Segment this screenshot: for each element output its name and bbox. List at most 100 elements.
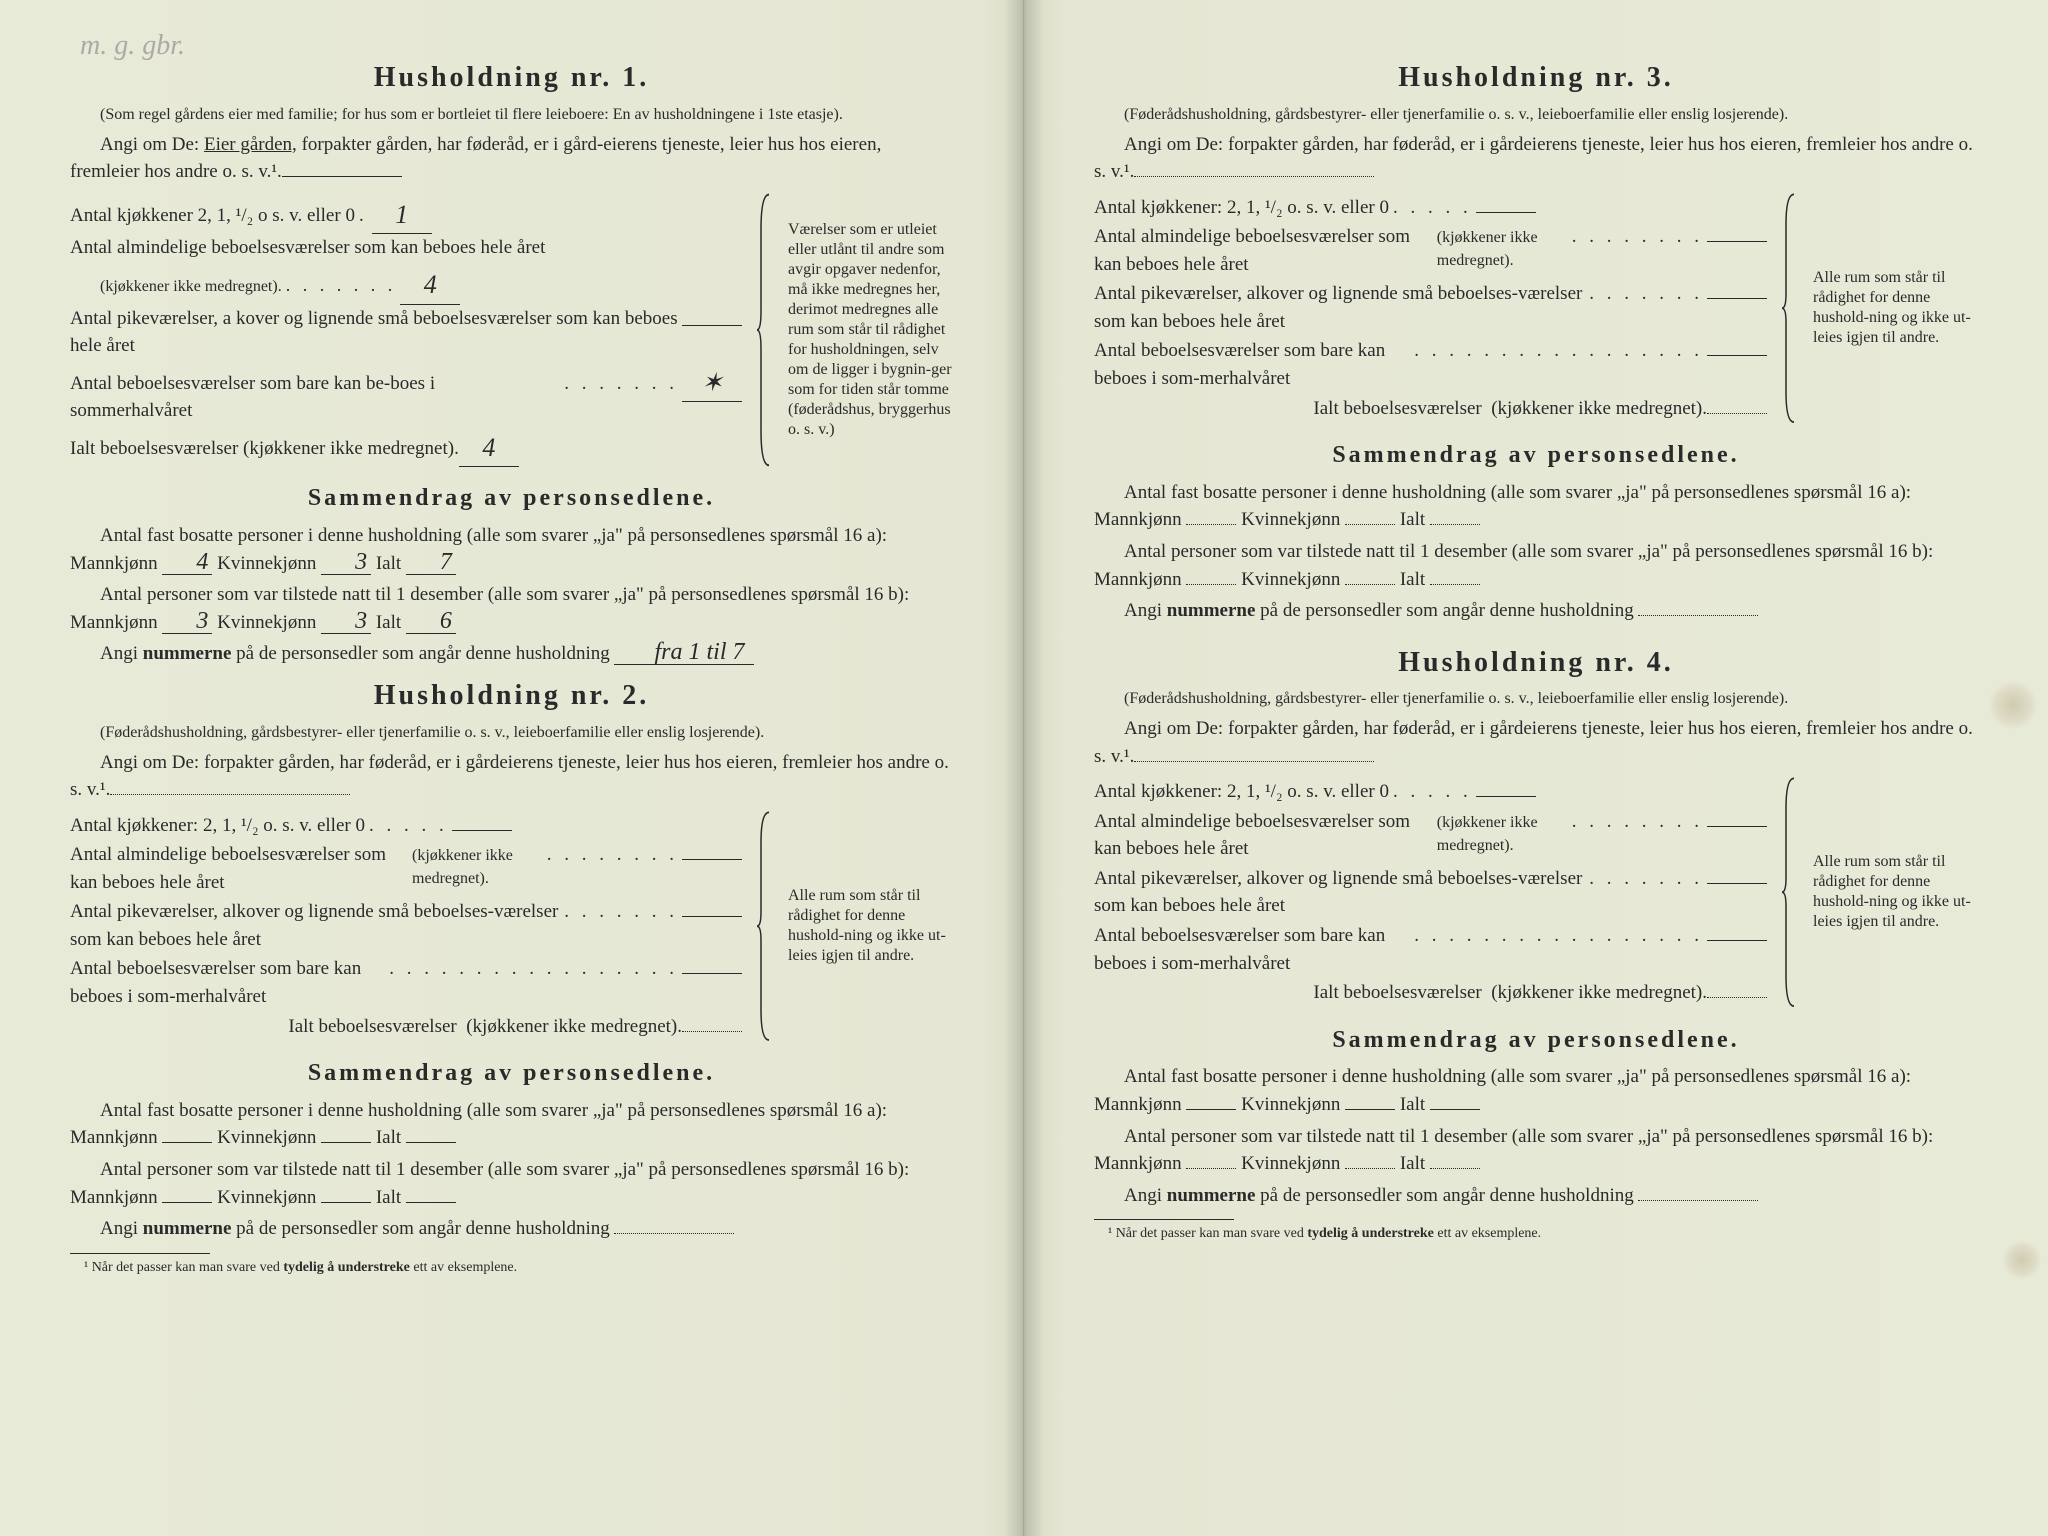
- field-dots: . . . . . . .: [560, 898, 682, 926]
- blank: [162, 1202, 212, 1203]
- field-label: Antal beboelsesværelser som bare kan beb…: [70, 955, 385, 1010]
- field-label: Antal beboelsesværelser som bare kan beb…: [1094, 922, 1410, 977]
- blank: [1345, 1168, 1395, 1169]
- text: Antal fast bosatte personer i denne hush…: [1094, 1066, 1911, 1115]
- text: Ialt: [1400, 1094, 1425, 1115]
- h2-intro: (Føderådshusholdning, gårdsbestyrer- ell…: [70, 723, 953, 743]
- blank: [682, 973, 742, 974]
- text: Ialt: [376, 1127, 401, 1148]
- h3-side-note: Alle rum som står til rådighet for denne…: [1813, 192, 1978, 424]
- text: Ialt: [1400, 509, 1425, 530]
- blank: [1430, 524, 1480, 525]
- h3-sum-a: Antal fast bosatte personer i denne hush…: [1094, 479, 1978, 534]
- h1-rooms-block: Antal kjøkkener 2, 1, ¹/₂ o s. v. eller …: [70, 192, 953, 468]
- document-spread: m. g. gbr. Husholdning nr. 1. (Som regel…: [0, 0, 2048, 1536]
- blank: [682, 916, 742, 917]
- h4-side-note: Alle rum som står til rådighet for denne…: [1813, 776, 1978, 1008]
- h4-rooms-year-row: Antal almindelige beboelsesværelser som …: [1094, 808, 1767, 863]
- field-dots: . . . . . . . . . . . . . . . . .: [1410, 922, 1707, 950]
- h3-title: Husholdning nr. 3.: [1094, 58, 1978, 99]
- blank: [1345, 524, 1395, 525]
- h4-total-row: Ialt beboelsesværelser (kjøkkener ikke m…: [1094, 979, 1767, 1007]
- brace-icon: [756, 810, 774, 1042]
- blank: [1186, 524, 1236, 525]
- blank: [1430, 1168, 1480, 1169]
- blank: [1476, 212, 1536, 213]
- blank: [1638, 1200, 1758, 1201]
- text: ett av eksemplene.: [410, 1260, 517, 1275]
- text: ¹ Når det passer kan man svare ved: [1108, 1226, 1307, 1241]
- h3-kitchens-row: Antal kjøkkener: 2, 1, ¹/₂ o. s. v. elle…: [1094, 194, 1767, 222]
- blank: [110, 794, 350, 795]
- text-bold: tydelig å understreke: [283, 1260, 410, 1275]
- h1-angi-underline: Eier gården,: [204, 134, 297, 155]
- field-dots: . . . . . . . .: [1568, 223, 1707, 251]
- h3-intro: (Føderådshusholdning, gårdsbestyrer- ell…: [1094, 105, 1978, 125]
- text: Antal fast bosatte personer i denne hush…: [70, 1100, 887, 1149]
- blank: [614, 1233, 734, 1234]
- text: på de personsedler som angår denne husho…: [1255, 1185, 1633, 1206]
- text: på de personsedler som angår denne husho…: [231, 643, 609, 664]
- text: på de personsedler som angår denne husho…: [1255, 600, 1633, 621]
- text: Ialt: [376, 553, 401, 574]
- text: Kvinnekjønn: [1241, 1153, 1340, 1174]
- h2-summary-title: Sammendrag av personsedlene.: [70, 1056, 953, 1091]
- h2-sum-a: Antal fast bosatte personer i denne hush…: [70, 1097, 953, 1152]
- left-page: Husholdning nr. 1. (Som regel gårdens ei…: [0, 0, 1024, 1536]
- footnote-right: ¹ Når det passer kan man svare ved tydel…: [1094, 1224, 1978, 1244]
- text: Ialt: [376, 1187, 401, 1208]
- text: Angi: [1124, 600, 1167, 621]
- text-bold: nummerne: [1167, 1185, 1256, 1206]
- blank: [1186, 1168, 1236, 1169]
- h2-summer-row: Antal beboelsesværelser som bare kan beb…: [70, 955, 742, 1010]
- paper-stain: [1988, 680, 2038, 730]
- blank-value: fra 1 til 7: [614, 640, 754, 665]
- text: på de personsedler som angår denne husho…: [231, 1218, 609, 1239]
- blank: [1345, 584, 1395, 585]
- h4-rooms-block: Antal kjøkkener: 2, 1, ¹/₂ o. s. v. elle…: [1094, 776, 1978, 1008]
- field-label: Antal almindelige beboelsesværelser som …: [70, 841, 412, 896]
- blank-value: 3: [321, 550, 371, 575]
- h4-pike-row: Antal pikeværelser, alkover og lignende …: [1094, 865, 1767, 920]
- field-label: Antal kjøkkener: 2, 1, ¹/₂ o. s. v. elle…: [70, 812, 365, 840]
- text-bold: nummerne: [143, 643, 232, 664]
- h3-total-row: Ialt beboelsesværelser (kjøkkener ikke m…: [1094, 395, 1767, 423]
- blank: [682, 859, 742, 860]
- field-dots: . . . . .: [1389, 194, 1476, 222]
- blank: [1134, 761, 1374, 762]
- text-bold: tydelig å understreke: [1307, 1226, 1434, 1241]
- field-dots: . . . . . . .: [560, 370, 682, 398]
- h4-kitchens-row: Antal kjøkkener: 2, 1, ¹/₂ o. s. v. elle…: [1094, 778, 1767, 806]
- h4-angi: Angi om De: forpakter gården, har føderå…: [1094, 715, 1978, 770]
- h1-sum-a: Antal fast bosatte personer i denne hush…: [70, 522, 953, 577]
- h3-rooms-year-row: Antal almindelige beboelsesværelser som …: [1094, 223, 1767, 278]
- blank: [452, 830, 512, 831]
- text: Kvinnekjønn: [217, 1127, 316, 1148]
- text: Kvinnekjønn: [217, 612, 316, 633]
- field-sublabel: (kjøkkener ikke medregnet).: [1437, 226, 1568, 272]
- footnote-left: ¹ Når det passer kan man svare ved tydel…: [70, 1258, 953, 1278]
- field-label: Antal pikeværelser, alkover og lignende …: [1094, 865, 1585, 920]
- h2-sum-b: Antal personer som var tilstede natt til…: [70, 1156, 953, 1211]
- h3-angi: Angi om De: forpakter gården, har føderå…: [1094, 131, 1978, 186]
- paper-stain: [2002, 1240, 2042, 1280]
- field-label: Antal almindelige beboelsesværelser som …: [1094, 808, 1437, 863]
- h2-title: Husholdning nr. 2.: [70, 676, 953, 717]
- text: Antal personer som var tilstede natt til…: [1094, 1126, 1933, 1175]
- text: Ialt: [1400, 1153, 1425, 1174]
- h1-total-row: Ialt beboelsesværelser (kjøkkener ikke m…: [70, 427, 742, 466]
- h1-rooms-year-row: Antal almindelige beboelsesværelser som …: [70, 234, 742, 302]
- footnote-rule: [70, 1253, 210, 1254]
- blank-value: 6: [406, 609, 456, 634]
- text: Angi: [100, 1218, 143, 1239]
- h1-angi: Angi om De: Eier gården, forpakter gårde…: [70, 131, 953, 186]
- blank: [321, 1202, 371, 1203]
- blank: [1707, 413, 1767, 414]
- blank: [1476, 796, 1536, 797]
- h3-sum-b: Antal personer som var tilstede natt til…: [1094, 538, 1978, 593]
- h3-pike-row: Antal pikeværelser, alkover og lignende …: [1094, 280, 1767, 335]
- blank: [682, 1031, 742, 1032]
- text: Ialt: [1400, 569, 1425, 590]
- field-value: 4: [459, 429, 519, 468]
- text-bold: nummerne: [1167, 600, 1256, 621]
